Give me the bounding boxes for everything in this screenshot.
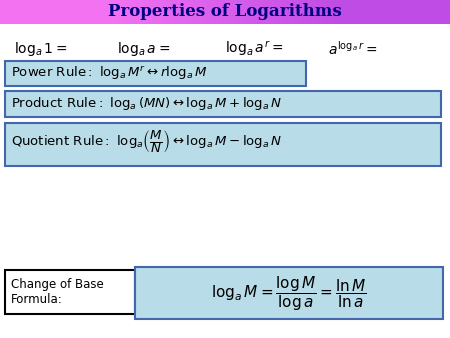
FancyBboxPatch shape bbox=[4, 123, 441, 166]
Text: $\log_a a^r =$: $\log_a a^r =$ bbox=[225, 40, 283, 58]
FancyBboxPatch shape bbox=[4, 91, 441, 117]
Text: Change of Base
Formula:: Change of Base Formula: bbox=[11, 279, 104, 306]
Text: $\log_a 1 =$: $\log_a 1 =$ bbox=[14, 40, 67, 58]
Text: $\mathrm{Power\ Rule:}\ \log_a M^r \leftrightarrow r\log_a M$: $\mathrm{Power\ Rule:}\ \log_a M^r \left… bbox=[11, 65, 208, 82]
FancyBboxPatch shape bbox=[4, 270, 135, 314]
Text: $\log_a a =$: $\log_a a =$ bbox=[117, 40, 170, 58]
Text: $a^{\log_a r} =$: $a^{\log_a r} =$ bbox=[328, 40, 378, 58]
Text: $\mathrm{Quotient\ Rule:}\ \log_a \!\left(\dfrac{M}{N}\right) \leftrightarrow \l: $\mathrm{Quotient\ Rule:}\ \log_a \!\lef… bbox=[11, 128, 282, 154]
Text: Properties of Logarithms: Properties of Logarithms bbox=[108, 3, 342, 20]
FancyBboxPatch shape bbox=[4, 61, 306, 86]
FancyBboxPatch shape bbox=[135, 267, 443, 319]
Text: $\log_a M = \dfrac{\log M}{\log a} = \dfrac{\ln M}{\ln a}$: $\log_a M = \dfrac{\log M}{\log a} = \df… bbox=[211, 274, 367, 313]
Text: $\mathrm{Product\ Rule:}\ \log_a (MN) \leftrightarrow \log_a M + \log_a N$: $\mathrm{Product\ Rule:}\ \log_a (MN) \l… bbox=[11, 95, 283, 113]
